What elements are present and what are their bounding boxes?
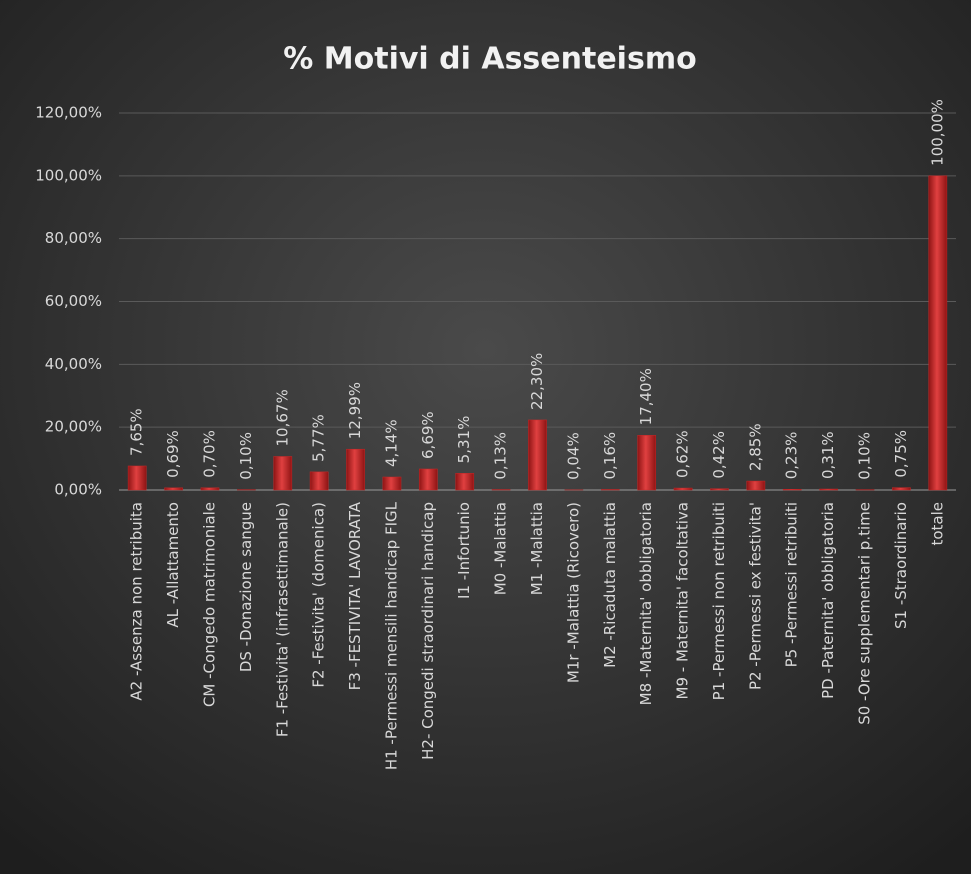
value-label: 0,23% — [783, 432, 801, 480]
value-label: 100,00% — [928, 99, 946, 166]
y-tick-label: 0,00% — [54, 481, 102, 499]
value-label: 12,99% — [346, 382, 364, 439]
bar — [928, 175, 948, 491]
bar — [746, 480, 766, 491]
x-tick-label: S1 -Straordinario — [892, 502, 910, 629]
bar — [600, 489, 620, 491]
value-label: 0,10% — [856, 432, 874, 480]
y-tick-label: 80,00% — [45, 229, 102, 247]
x-tick-label: F1 -Festivita' (infrasettimanale) — [273, 502, 291, 737]
x-tick-label: H2- Congedi straordinari handicap — [419, 502, 437, 760]
bar — [455, 473, 475, 491]
value-label: 0,62% — [674, 430, 692, 478]
bar — [673, 487, 693, 491]
x-tick-label: M9 - Maternita' facoltativa — [674, 502, 692, 699]
x-tick-label: DS -Donazione sangue — [237, 502, 255, 672]
x-tick-label: PD -Paternita' obbligatoria — [819, 502, 837, 699]
bar — [782, 489, 802, 491]
x-tick-label: I1 -Infortunio — [455, 502, 473, 599]
value-label: 0,10% — [237, 432, 255, 480]
bar — [418, 468, 438, 491]
value-label: 4,14% — [382, 419, 400, 467]
y-tick-label: 40,00% — [45, 355, 102, 373]
bar — [892, 487, 911, 491]
x-tick-label: F2 -Festivita' (domenica) — [310, 502, 328, 688]
bar — [309, 471, 329, 491]
x-tick-label: P2 -Permessi ex festivita' — [746, 502, 764, 690]
x-tick-label: CM -Congedo matrimoniale — [200, 502, 218, 707]
value-label: 0,16% — [601, 432, 619, 480]
value-label: 7,65% — [128, 408, 146, 456]
value-label: 5,31% — [455, 416, 473, 464]
x-tick-label: M2 -Ricaduta malattia — [601, 502, 619, 668]
bar — [164, 487, 183, 491]
value-label: 10,67% — [273, 389, 291, 446]
chart-title: % Motivi di Assenteismo — [283, 42, 696, 77]
x-tick-label: P1 -Permessi non retribuiti — [710, 502, 728, 700]
value-label: 0,75% — [892, 430, 910, 478]
y-tick-label: 120,00% — [35, 104, 102, 122]
y-tick-label: 100,00% — [35, 166, 102, 184]
bar — [346, 448, 365, 491]
x-tick-label: S0 -Ore supplementari p.time — [856, 502, 874, 725]
bar — [819, 488, 838, 491]
value-label: 0,70% — [200, 430, 218, 478]
value-label: 0,42% — [710, 431, 728, 479]
x-tick-label: P5 -Permessi retribuiti — [783, 502, 801, 667]
x-tick-label: M0 -Malattia — [492, 502, 510, 595]
y-tick-label: 20,00% — [45, 418, 102, 436]
value-label: 0,04% — [564, 432, 582, 480]
bar — [200, 487, 220, 491]
bar — [127, 465, 147, 491]
x-tick-label: M1 -Malattia — [528, 502, 546, 595]
value-label: 6,69% — [419, 411, 437, 459]
value-label: 0,69% — [164, 430, 182, 478]
bar — [528, 419, 547, 491]
bar — [273, 456, 293, 491]
x-tick-label: A2 -Assenza non retribuita — [128, 502, 146, 701]
value-label: 5,77% — [310, 414, 328, 462]
value-label: 2,85% — [746, 423, 764, 471]
x-tick-label: M1r -Malattia (Ricovero) — [564, 502, 582, 683]
value-label: 0,13% — [492, 432, 510, 480]
bar — [382, 476, 402, 491]
value-label: 0,31% — [819, 431, 837, 479]
value-label: 17,40% — [637, 368, 655, 425]
x-tick-label: M8 -Maternita' obbligatoria — [637, 502, 655, 705]
x-tick-label: AL -Allattamento — [164, 502, 182, 628]
x-tick-label: F3 -FESTIVITA' LAVORATA — [346, 501, 364, 690]
y-tick-label: 60,00% — [45, 292, 102, 310]
value-label: 22,30% — [528, 353, 546, 410]
x-tick-label: totale — [928, 502, 946, 546]
bar — [710, 488, 729, 491]
bar — [637, 435, 657, 491]
x-tick-label: H1 -Permessi mensili handicap FIGL — [382, 501, 400, 770]
